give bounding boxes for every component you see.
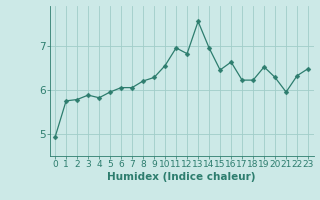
X-axis label: Humidex (Indice chaleur): Humidex (Indice chaleur) <box>107 172 256 182</box>
